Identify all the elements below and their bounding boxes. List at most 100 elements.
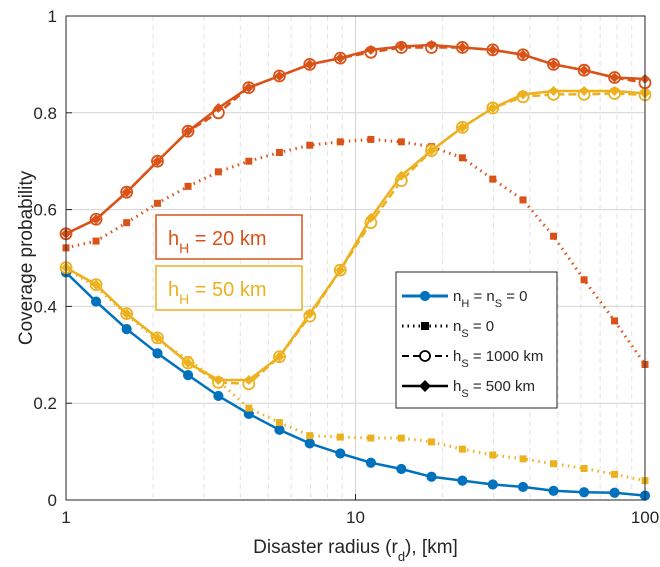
- data-point: [578, 487, 590, 498]
- y-tick-label: 0.2: [33, 394, 57, 413]
- data-point: [457, 122, 468, 133]
- data-point: [214, 168, 222, 176]
- legend-label-no-hap-no-sat: nH = nS = 0: [453, 288, 528, 310]
- annotation-hh-50: hH = 50 km: [155, 265, 303, 311]
- series-line: [65, 271, 646, 497]
- annotation-box-hh-50: [155, 265, 303, 311]
- data-point: [519, 455, 527, 463]
- data-point: [304, 308, 315, 319]
- data-point: [489, 451, 497, 459]
- data-point: [427, 438, 435, 446]
- data-point: [426, 40, 437, 51]
- data-point: [183, 126, 194, 137]
- y-tick-label: 0.8: [33, 104, 57, 123]
- data-point: [274, 71, 285, 82]
- data-point: [91, 279, 102, 290]
- data-point: [580, 465, 588, 473]
- data-point: [121, 324, 132, 335]
- y-tick-label: 0: [48, 491, 57, 510]
- data-point: [550, 232, 558, 240]
- data-point: [91, 214, 102, 225]
- data-point: [245, 404, 253, 412]
- legend-label-hs-1000: hS = 1000 km: [453, 348, 543, 370]
- y-axis-label: Coverage probability: [16, 170, 37, 345]
- annotation-hh-20: hH = 20 km: [155, 214, 303, 260]
- data-point: [457, 475, 468, 486]
- data-point: [335, 53, 346, 64]
- y-tick-label: 0.6: [33, 201, 57, 220]
- data-point: [397, 138, 405, 146]
- legend-entry-hs-1000: hS = 1000 km: [402, 348, 543, 370]
- data-point: [609, 72, 620, 83]
- data-point: [365, 44, 376, 55]
- series-4: [61, 40, 650, 239]
- data-point: [426, 145, 437, 156]
- data-point: [550, 460, 558, 468]
- data-point: [548, 86, 559, 97]
- x-tick-label: 1: [61, 508, 70, 527]
- x-axis-label: Disaster radius (rd), [km]: [253, 537, 458, 564]
- data-point: [184, 182, 192, 190]
- data-point: [518, 89, 529, 100]
- series-layer: [59, 40, 652, 501]
- data-point: [153, 199, 161, 207]
- data-point: [274, 424, 285, 435]
- series-line: [65, 137, 647, 366]
- data-point: [365, 457, 376, 468]
- y-tick-label: 0.4: [33, 297, 57, 316]
- x-tick-label: 100: [631, 508, 659, 527]
- data-point: [396, 170, 407, 181]
- data-point: [182, 370, 194, 381]
- data-point: [609, 487, 620, 498]
- data-point: [304, 59, 315, 70]
- data-point: [396, 41, 407, 52]
- data-point: [579, 86, 590, 97]
- data-point: [458, 445, 466, 453]
- data-point: [213, 374, 224, 385]
- data-point: [336, 433, 344, 441]
- data-point: [367, 434, 375, 442]
- data-point: [152, 332, 163, 343]
- data-point: [397, 434, 405, 442]
- data-point: [367, 135, 375, 143]
- data-point: [365, 212, 376, 223]
- data-point: [609, 86, 620, 97]
- data-point: [579, 65, 590, 76]
- data-point: [457, 42, 468, 53]
- legend-label-hs-500: hS = 500 km: [453, 378, 535, 400]
- data-point: [336, 138, 344, 146]
- legend: nH = nS = 0 nS = 0 hS = 1000 km hS = 500…: [395, 271, 558, 409]
- legend-entry-hs-500: hS = 500 km: [402, 378, 535, 400]
- data-point: [152, 156, 163, 167]
- data-point: [306, 141, 314, 149]
- data-point: [275, 419, 283, 427]
- data-point: [152, 348, 163, 359]
- data-point: [487, 102, 498, 113]
- series-6: [61, 86, 650, 385]
- data-point: [487, 44, 498, 55]
- x-tick-label: 10: [346, 508, 365, 527]
- data-point: [275, 148, 283, 156]
- data-point: [274, 351, 285, 362]
- data-point: [92, 237, 100, 245]
- tick-labels: 1 10 100 0 0.2 0.4 0.6 0.8 1: [33, 7, 659, 527]
- data-point: [213, 102, 224, 113]
- data-point: [396, 463, 407, 475]
- series-line: [65, 43, 646, 235]
- data-point: [518, 49, 529, 60]
- data-point: [548, 485, 559, 496]
- data-point: [611, 317, 619, 325]
- data-point: [304, 438, 315, 449]
- data-point: [245, 157, 253, 165]
- series-line: [65, 89, 646, 382]
- data-point: [426, 471, 437, 482]
- legend-entry-no-hap-no-sat: nH = nS = 0: [402, 288, 528, 310]
- data-point: [335, 265, 346, 276]
- annotation-box-hh-20: [155, 214, 303, 260]
- data-point: [90, 296, 102, 307]
- series-line: [65, 267, 646, 483]
- data-point: [489, 175, 497, 183]
- data-point: [183, 358, 194, 369]
- data-point: [519, 196, 527, 204]
